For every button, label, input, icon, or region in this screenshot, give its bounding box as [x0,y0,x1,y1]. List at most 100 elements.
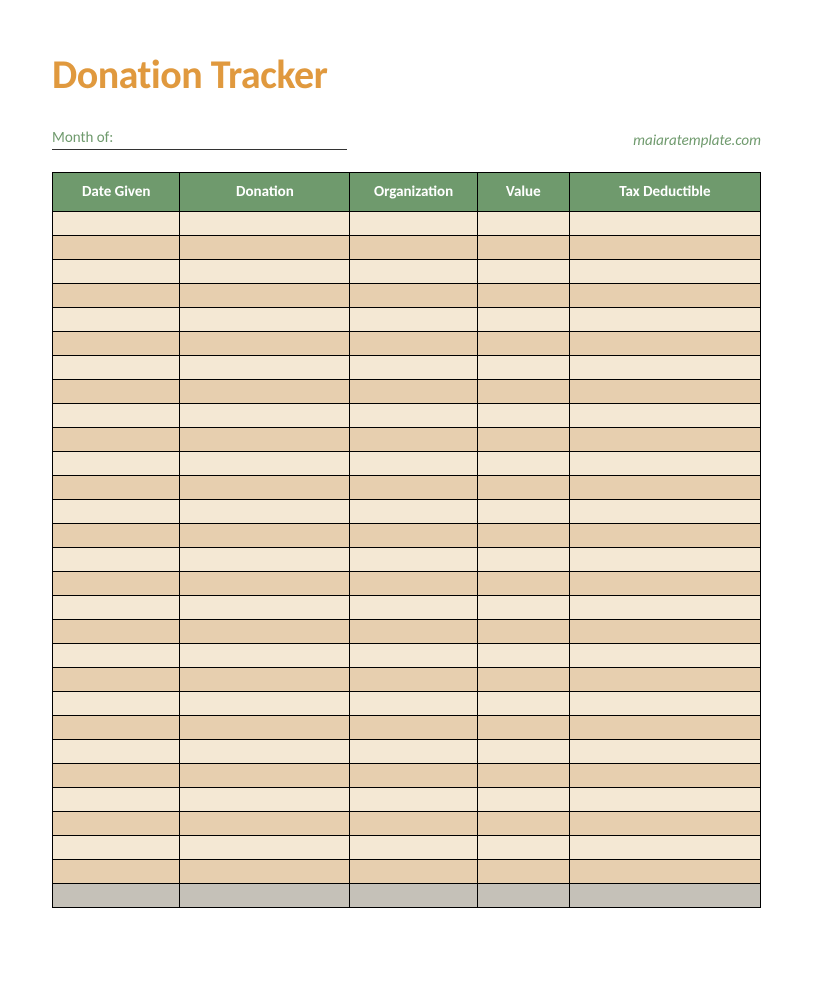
table-cell[interactable] [569,860,760,884]
table-cell[interactable] [477,596,569,620]
table-cell[interactable] [180,500,350,524]
table-cell[interactable] [53,428,180,452]
table-cell[interactable] [180,716,350,740]
table-cell[interactable] [477,524,569,548]
table-cell[interactable] [350,260,477,284]
table-cell[interactable] [53,500,180,524]
table-cell[interactable] [53,284,180,308]
table-cell[interactable] [569,548,760,572]
table-cell[interactable] [477,740,569,764]
table-cell[interactable] [53,620,180,644]
table-cell[interactable] [569,668,760,692]
table-cell[interactable] [350,332,477,356]
table-cell[interactable] [477,716,569,740]
table-cell[interactable] [53,212,180,236]
table-cell[interactable] [53,740,180,764]
table-cell[interactable] [569,812,760,836]
table-cell[interactable] [477,500,569,524]
table-cell[interactable] [569,284,760,308]
table-cell[interactable] [569,380,760,404]
table-cell[interactable] [350,284,477,308]
table-cell[interactable] [569,404,760,428]
table-cell[interactable] [180,788,350,812]
table-cell[interactable] [477,548,569,572]
table-cell[interactable] [180,644,350,668]
table-cell[interactable] [53,236,180,260]
table-cell[interactable] [53,380,180,404]
table-cell[interactable] [53,716,180,740]
table-cell[interactable] [569,260,760,284]
table-cell[interactable] [569,836,760,860]
table-cell[interactable] [53,548,180,572]
table-cell[interactable] [180,764,350,788]
table-cell[interactable] [53,836,180,860]
table-cell[interactable] [53,812,180,836]
table-cell[interactable] [477,260,569,284]
table-cell[interactable] [477,860,569,884]
table-cell[interactable] [180,692,350,716]
table-cell[interactable] [180,836,350,860]
table-cell[interactable] [180,356,350,380]
table-cell[interactable] [477,212,569,236]
table-cell[interactable] [569,476,760,500]
table-cell[interactable] [350,308,477,332]
table-cell[interactable] [477,236,569,260]
table-cell[interactable] [477,356,569,380]
table-cell[interactable] [569,212,760,236]
table-cell[interactable] [53,692,180,716]
table-cell[interactable] [350,236,477,260]
table-cell[interactable] [350,740,477,764]
table-cell[interactable] [477,404,569,428]
table-cell[interactable] [53,596,180,620]
table-cell[interactable] [180,860,350,884]
table-cell[interactable] [53,476,180,500]
table-cell[interactable] [180,308,350,332]
table-cell[interactable] [569,524,760,548]
table-cell[interactable] [180,812,350,836]
table-cell[interactable] [350,692,477,716]
table-cell[interactable] [180,524,350,548]
table-cell[interactable] [350,668,477,692]
table-cell[interactable] [477,788,569,812]
table-cell[interactable] [350,380,477,404]
table-cell[interactable] [569,596,760,620]
table-cell[interactable] [569,452,760,476]
table-cell[interactable] [53,668,180,692]
table-cell[interactable] [350,836,477,860]
table-cell[interactable] [53,524,180,548]
table-cell[interactable] [53,452,180,476]
table-cell[interactable] [477,764,569,788]
table-cell[interactable] [180,572,350,596]
table-cell[interactable] [350,716,477,740]
table-cell[interactable] [350,476,477,500]
table-cell[interactable] [350,212,477,236]
table-cell[interactable] [477,644,569,668]
table-cell[interactable] [569,332,760,356]
table-cell[interactable] [180,236,350,260]
table-cell[interactable] [477,476,569,500]
table-cell[interactable] [569,572,760,596]
table-cell[interactable] [477,332,569,356]
table-cell[interactable] [53,860,180,884]
table-cell[interactable] [53,572,180,596]
table-cell[interactable] [477,284,569,308]
table-cell[interactable] [350,404,477,428]
table-cell[interactable] [569,500,760,524]
table-cell[interactable] [569,692,760,716]
table-cell[interactable] [477,572,569,596]
table-cell[interactable] [53,308,180,332]
table-cell[interactable] [53,404,180,428]
table-cell[interactable] [180,380,350,404]
table-cell[interactable] [350,548,477,572]
table-cell[interactable] [569,716,760,740]
table-cell[interactable] [477,620,569,644]
table-cell[interactable] [477,308,569,332]
table-cell[interactable] [477,812,569,836]
table-cell[interactable] [53,260,180,284]
table-cell[interactable] [569,644,760,668]
table-cell[interactable] [569,356,760,380]
table-cell[interactable] [477,668,569,692]
table-cell[interactable] [180,884,350,908]
table-cell[interactable] [569,788,760,812]
table-cell[interactable] [180,596,350,620]
